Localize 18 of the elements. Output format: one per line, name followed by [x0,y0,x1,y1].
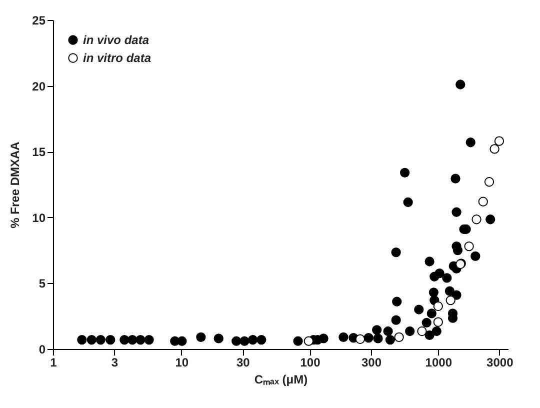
x-tick-label: 1 [50,356,58,370]
x-axis-title: Cₘₐₓ (μM) [254,372,308,386]
y-tick-label: 20 [32,79,46,94]
x-tick-label: 100 [300,356,321,370]
y-tick-label: 25 [32,14,46,28]
x-tick-label: 3000 [486,356,514,370]
legend-label: in vitro data [83,51,152,65]
y-tick-label: 5 [38,276,46,291]
x-tick-label: 300 [362,356,382,370]
y-tick-label: 0 [38,342,46,356]
x-tick-label: 10 [175,356,189,370]
x-tick-label: 3 [111,356,118,370]
y-axis-title: % Free DMXAA [8,141,22,228]
y-tick-label: 15 [32,145,46,160]
x-tick-label: 1000 [425,356,452,370]
x-tick-label: 30 [236,356,250,370]
y-tick-label: 10 [32,210,46,225]
legend-label: in vivo data [83,33,150,47]
